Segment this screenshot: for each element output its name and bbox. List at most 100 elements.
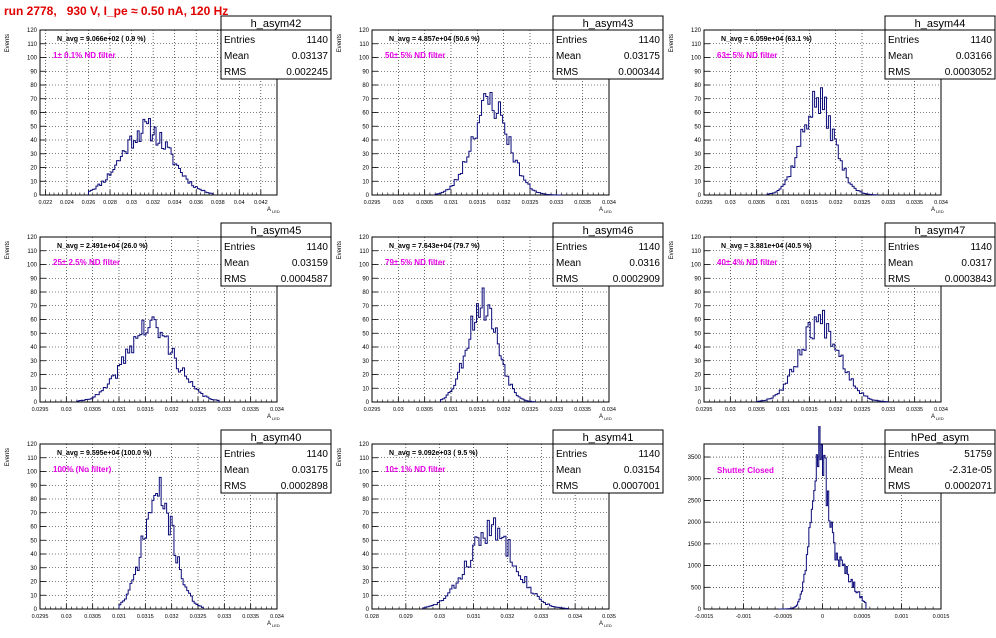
y-tick-label: 10	[362, 593, 369, 599]
y-tick-label: 60	[362, 525, 369, 531]
stats-key: Mean	[224, 465, 249, 476]
stats-title: h_asym41	[583, 432, 634, 444]
stats-title: h_asym42	[251, 18, 302, 30]
y-tick-label: 30	[30, 152, 37, 158]
y-tick-label: 0	[698, 193, 702, 199]
x-tick-label: 0.042	[254, 200, 268, 206]
y-tick-label: 0	[366, 400, 370, 406]
histogram-svg: 0.028 0.029 0.03 0.031 0.032 0.033 0.034 0.035 0…	[337, 429, 664, 628]
x-tick-label: 0.033	[217, 407, 231, 413]
y-tick-label: 110	[691, 249, 701, 255]
stats-box	[552, 15, 664, 80]
stats-value: 1140	[306, 242, 328, 253]
stats-box	[552, 429, 664, 494]
stats-key: Entries	[888, 35, 919, 46]
x-axis-label: A	[599, 414, 603, 420]
x-axis-label-subscript: LED	[936, 416, 944, 421]
y-tick-label: 20	[362, 580, 369, 586]
y-tick-label: 70	[30, 97, 37, 103]
filter-label: 100% (No filter)	[53, 465, 112, 474]
histogram-svg: 0.0295 0.03 0.0305 0.031 0.0315 0.032 0.0325 0.…	[669, 222, 996, 421]
x-tick-label: 0.0335	[242, 614, 259, 620]
y-axis-label: Events	[5, 34, 11, 52]
y-tick-label: 10	[30, 386, 37, 392]
y-tick-label: 2000	[688, 520, 702, 526]
y-tick-label: 3000	[688, 477, 702, 483]
x-tick-label: 0.031	[112, 614, 126, 620]
stats-value: 0.0003843	[945, 274, 993, 285]
y-tick-label: 100	[691, 263, 702, 269]
y-tick-label: 0	[34, 400, 38, 406]
x-tick-label: 0.0325	[854, 200, 871, 206]
x-tick-label: -0.001	[736, 614, 752, 620]
y-tick-label: 0	[698, 400, 702, 406]
y-tick-label: 120	[27, 28, 38, 34]
x-tick-label: 0.03	[126, 200, 137, 206]
filter-label: 25± 2.5% ND filter	[53, 258, 120, 267]
x-tick-label: 0.0295	[696, 407, 713, 413]
x-tick-label: 0.0305	[84, 407, 101, 413]
y-tick-label: 100	[359, 56, 370, 62]
y-tick-label: 90	[30, 483, 37, 489]
stats-value: 0.0002071	[945, 481, 993, 492]
stats-title: h_asym46	[583, 225, 634, 237]
histogram-svg: 0.0295 0.03 0.0305 0.031 0.0315 0.032 0.0325 0.…	[669, 15, 996, 214]
x-tick-label: 0.033	[881, 200, 895, 206]
y-tick-label: 10	[694, 179, 701, 185]
x-tick-label: 0.032	[497, 200, 511, 206]
y-tick-label: 120	[27, 442, 38, 448]
y-tick-label: 120	[691, 235, 702, 241]
x-tick-label: 0.022	[39, 200, 53, 206]
y-tick-label: 110	[359, 42, 369, 48]
x-tick-label: 0.024	[60, 200, 74, 206]
y-tick-label: 100	[691, 56, 702, 62]
histogram-series	[118, 476, 204, 609]
histogram-series	[434, 92, 563, 196]
stats-key: Entries	[888, 449, 919, 460]
y-tick-label: 10	[362, 386, 369, 392]
x-tick-label: 0.0305	[416, 200, 433, 206]
y-tick-label: 60	[694, 318, 701, 324]
y-tick-label: 20	[30, 580, 37, 586]
stats-value: 1140	[638, 35, 660, 46]
y-tick-label: 10	[362, 179, 369, 185]
stats-key: RMS	[556, 481, 579, 492]
x-tick-label: 0.036	[189, 200, 203, 206]
stats-key: RMS	[888, 67, 911, 78]
stats-key: Mean	[224, 51, 249, 62]
stats-box	[884, 222, 996, 287]
y-axis-label: Events	[337, 241, 343, 259]
x-tick-label: 0.031	[776, 200, 790, 206]
x-tick-label: 0.0325	[854, 407, 871, 413]
histogram-panel-hPed_asym: -0.0015 -0.001 -0.0005 0 0.0005 0.001 0.0015 0 5…	[664, 419, 996, 638]
stats-key: Mean	[556, 258, 581, 269]
histogram-panel-h_asym40: 0.0295 0.03 0.0305 0.031 0.0315 0.032 0.0325 0.…	[0, 426, 332, 638]
x-tick-label: 0.031	[444, 407, 458, 413]
histogram-panel-h_asym45: 0.0295 0.03 0.0305 0.031 0.0315 0.032 0.0325 0.…	[0, 219, 332, 431]
y-tick-label: 50	[30, 124, 37, 130]
y-tick-label: 110	[27, 42, 37, 48]
y-tick-label: 10	[694, 386, 701, 392]
y-tick-label: 40	[694, 345, 701, 351]
y-axis-label: Events	[669, 34, 675, 52]
stats-value: 1140	[306, 35, 328, 46]
y-tick-label: 50	[362, 124, 369, 130]
histogram-series	[76, 316, 220, 402]
stats-box	[220, 15, 332, 80]
y-tick-label: 10	[30, 179, 37, 185]
x-tick-label: 0.0315	[137, 614, 154, 620]
x-tick-label: 0.033	[881, 407, 895, 413]
stats-key: RMS	[224, 274, 247, 285]
stats-key: Entries	[224, 449, 255, 460]
filter-label: 1± 0.1% ND filter	[53, 51, 116, 60]
y-tick-label: 70	[362, 304, 369, 310]
x-tick-label: 0.0335	[574, 200, 591, 206]
y-tick-label: 40	[30, 138, 37, 144]
y-tick-label: 20	[362, 166, 369, 172]
y-tick-label: 50	[30, 538, 37, 544]
x-axis-label: A	[267, 207, 271, 213]
y-tick-label: 50	[30, 331, 37, 337]
y-tick-label: 20	[694, 166, 701, 172]
x-tick-label: 0.033	[534, 614, 548, 620]
y-tick-label: 70	[362, 97, 369, 103]
